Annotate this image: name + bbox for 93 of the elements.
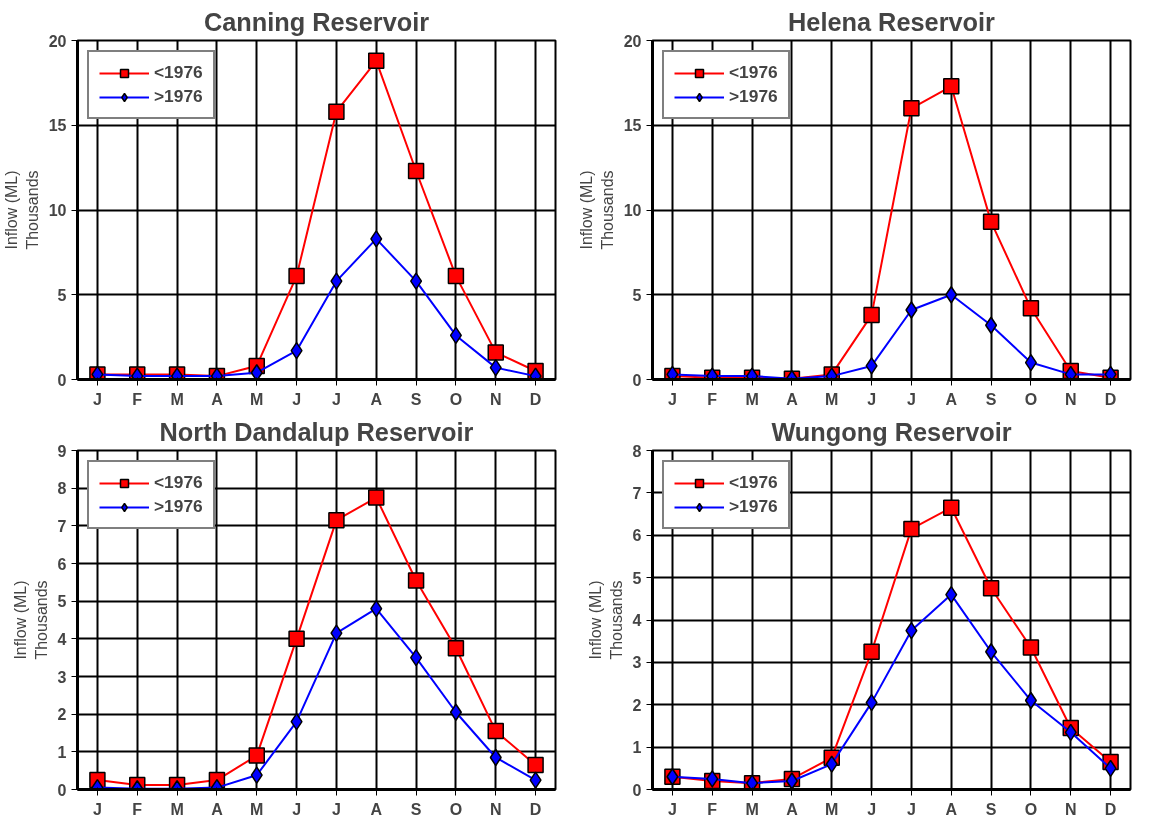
x-tick-label: J — [292, 800, 302, 818]
x-tick-label: M — [825, 390, 839, 408]
y-tick-label: 10 — [48, 202, 67, 219]
y-tick-label: 5 — [57, 593, 67, 611]
chart-title: Helena Reservoir — [788, 7, 996, 36]
y-tick-label: 0 — [632, 781, 642, 799]
y-tick-label: 5 — [632, 569, 642, 587]
chart-title: Canning Reservoir — [203, 7, 430, 36]
y-tick-label: 6 — [632, 527, 642, 545]
y-tick-label: 6 — [57, 555, 67, 573]
x-tick-label: F — [707, 800, 718, 818]
y-tick-label: 7 — [632, 484, 642, 502]
y-tick-label: 3 — [632, 654, 642, 672]
x-tick-label: J — [667, 390, 677, 408]
y-axis-title: Inflow (ML) Thousands — [578, 170, 616, 250]
x-tick-label: M — [745, 390, 759, 408]
x-tick-label: F — [707, 390, 718, 408]
chart-title: North Dandalup Reservoir — [159, 417, 474, 446]
x-tick-label: S — [410, 390, 422, 408]
x-tick-label: A — [370, 390, 383, 408]
x-tick-label: M — [170, 390, 184, 408]
x-tick-label: A — [211, 390, 224, 408]
y-tick-label: 20 — [623, 32, 642, 50]
y-tick-label: 5 — [57, 286, 67, 304]
x-tick-label: D — [529, 800, 542, 818]
x-tick-label: M — [250, 390, 264, 408]
y-tick-label: 1 — [632, 739, 642, 757]
legend-label: >1976 — [154, 496, 203, 517]
x-tick-label: A — [786, 390, 799, 408]
x-tick-label: S — [985, 390, 997, 408]
x-tick-label: J — [867, 390, 877, 408]
y-tick-label: 7 — [57, 517, 67, 535]
legend-label: <1976 — [729, 472, 778, 493]
x-tick-label: A — [370, 800, 383, 818]
y-tick-label: 8 — [57, 480, 67, 498]
x-tick-label: F — [132, 390, 143, 408]
x-tick-label: J — [292, 390, 302, 408]
x-tick-label: J — [92, 800, 102, 818]
x-tick-label: A — [211, 800, 224, 818]
x-tick-label: J — [906, 800, 916, 818]
legend-label: >1976 — [154, 86, 203, 107]
x-tick-label: A — [945, 390, 958, 408]
x-tick-label: D — [1104, 390, 1117, 408]
x-tick-label: A — [786, 800, 799, 818]
x-tick-label: O — [1024, 390, 1038, 408]
legend-label: >1976 — [729, 86, 778, 107]
x-tick-label: M — [170, 800, 184, 818]
x-tick-label: S — [985, 800, 997, 818]
y-tick-label: 3 — [57, 668, 67, 686]
x-tick-label: N — [489, 390, 502, 408]
y-tick-label: 0 — [57, 781, 67, 799]
y-axis-title: Inflow (ML) Thousands — [587, 580, 625, 660]
y-tick-label: 9 — [57, 442, 67, 460]
x-tick-label: F — [132, 800, 143, 818]
x-tick-label: J — [667, 800, 677, 818]
y-tick-label: 0 — [57, 371, 67, 389]
y-tick-label: 4 — [57, 630, 67, 648]
y-axis-title: Inflow (ML) Thousands — [12, 580, 50, 660]
x-tick-label: M — [825, 800, 839, 818]
legend-label: >1976 — [729, 496, 778, 517]
x-tick-label: J — [906, 390, 916, 408]
legend-label: <1976 — [729, 62, 778, 83]
x-tick-label: J — [331, 800, 341, 818]
x-tick-label: M — [745, 800, 759, 818]
x-tick-label: A — [945, 800, 958, 818]
legend-label: <1976 — [154, 62, 203, 83]
legend-label: <1976 — [154, 472, 203, 493]
y-tick-label: 4 — [632, 612, 642, 629]
x-tick-label: N — [1064, 390, 1077, 408]
y-tick-label: 10 — [623, 202, 642, 219]
y-axis-title: Inflow (ML) Thousands — [3, 170, 41, 250]
x-tick-label: N — [1064, 800, 1077, 818]
x-tick-label: M — [250, 800, 264, 818]
x-tick-label: O — [449, 800, 463, 818]
y-tick-label: 5 — [632, 286, 642, 304]
y-tick-label: 2 — [632, 696, 642, 714]
x-tick-label: O — [1024, 800, 1038, 818]
x-tick-label: D — [1104, 800, 1117, 818]
x-tick-label: S — [410, 800, 422, 818]
x-tick-label: J — [331, 390, 341, 408]
y-tick-label: 8 — [632, 442, 642, 460]
y-tick-label: 2 — [57, 706, 67, 724]
y-tick-label: 20 — [48, 32, 67, 50]
y-tick-label: 1 — [57, 743, 67, 761]
chart-title: Wungong Reservoir — [771, 417, 1012, 446]
x-tick-label: N — [489, 800, 502, 818]
y-tick-label: 15 — [623, 117, 642, 135]
x-tick-label: J — [92, 390, 102, 408]
x-tick-label: O — [449, 390, 463, 408]
x-tick-label: J — [867, 800, 877, 818]
y-tick-label: 0 — [632, 371, 642, 389]
x-tick-label: D — [529, 390, 542, 408]
y-tick-label: 15 — [48, 117, 67, 135]
